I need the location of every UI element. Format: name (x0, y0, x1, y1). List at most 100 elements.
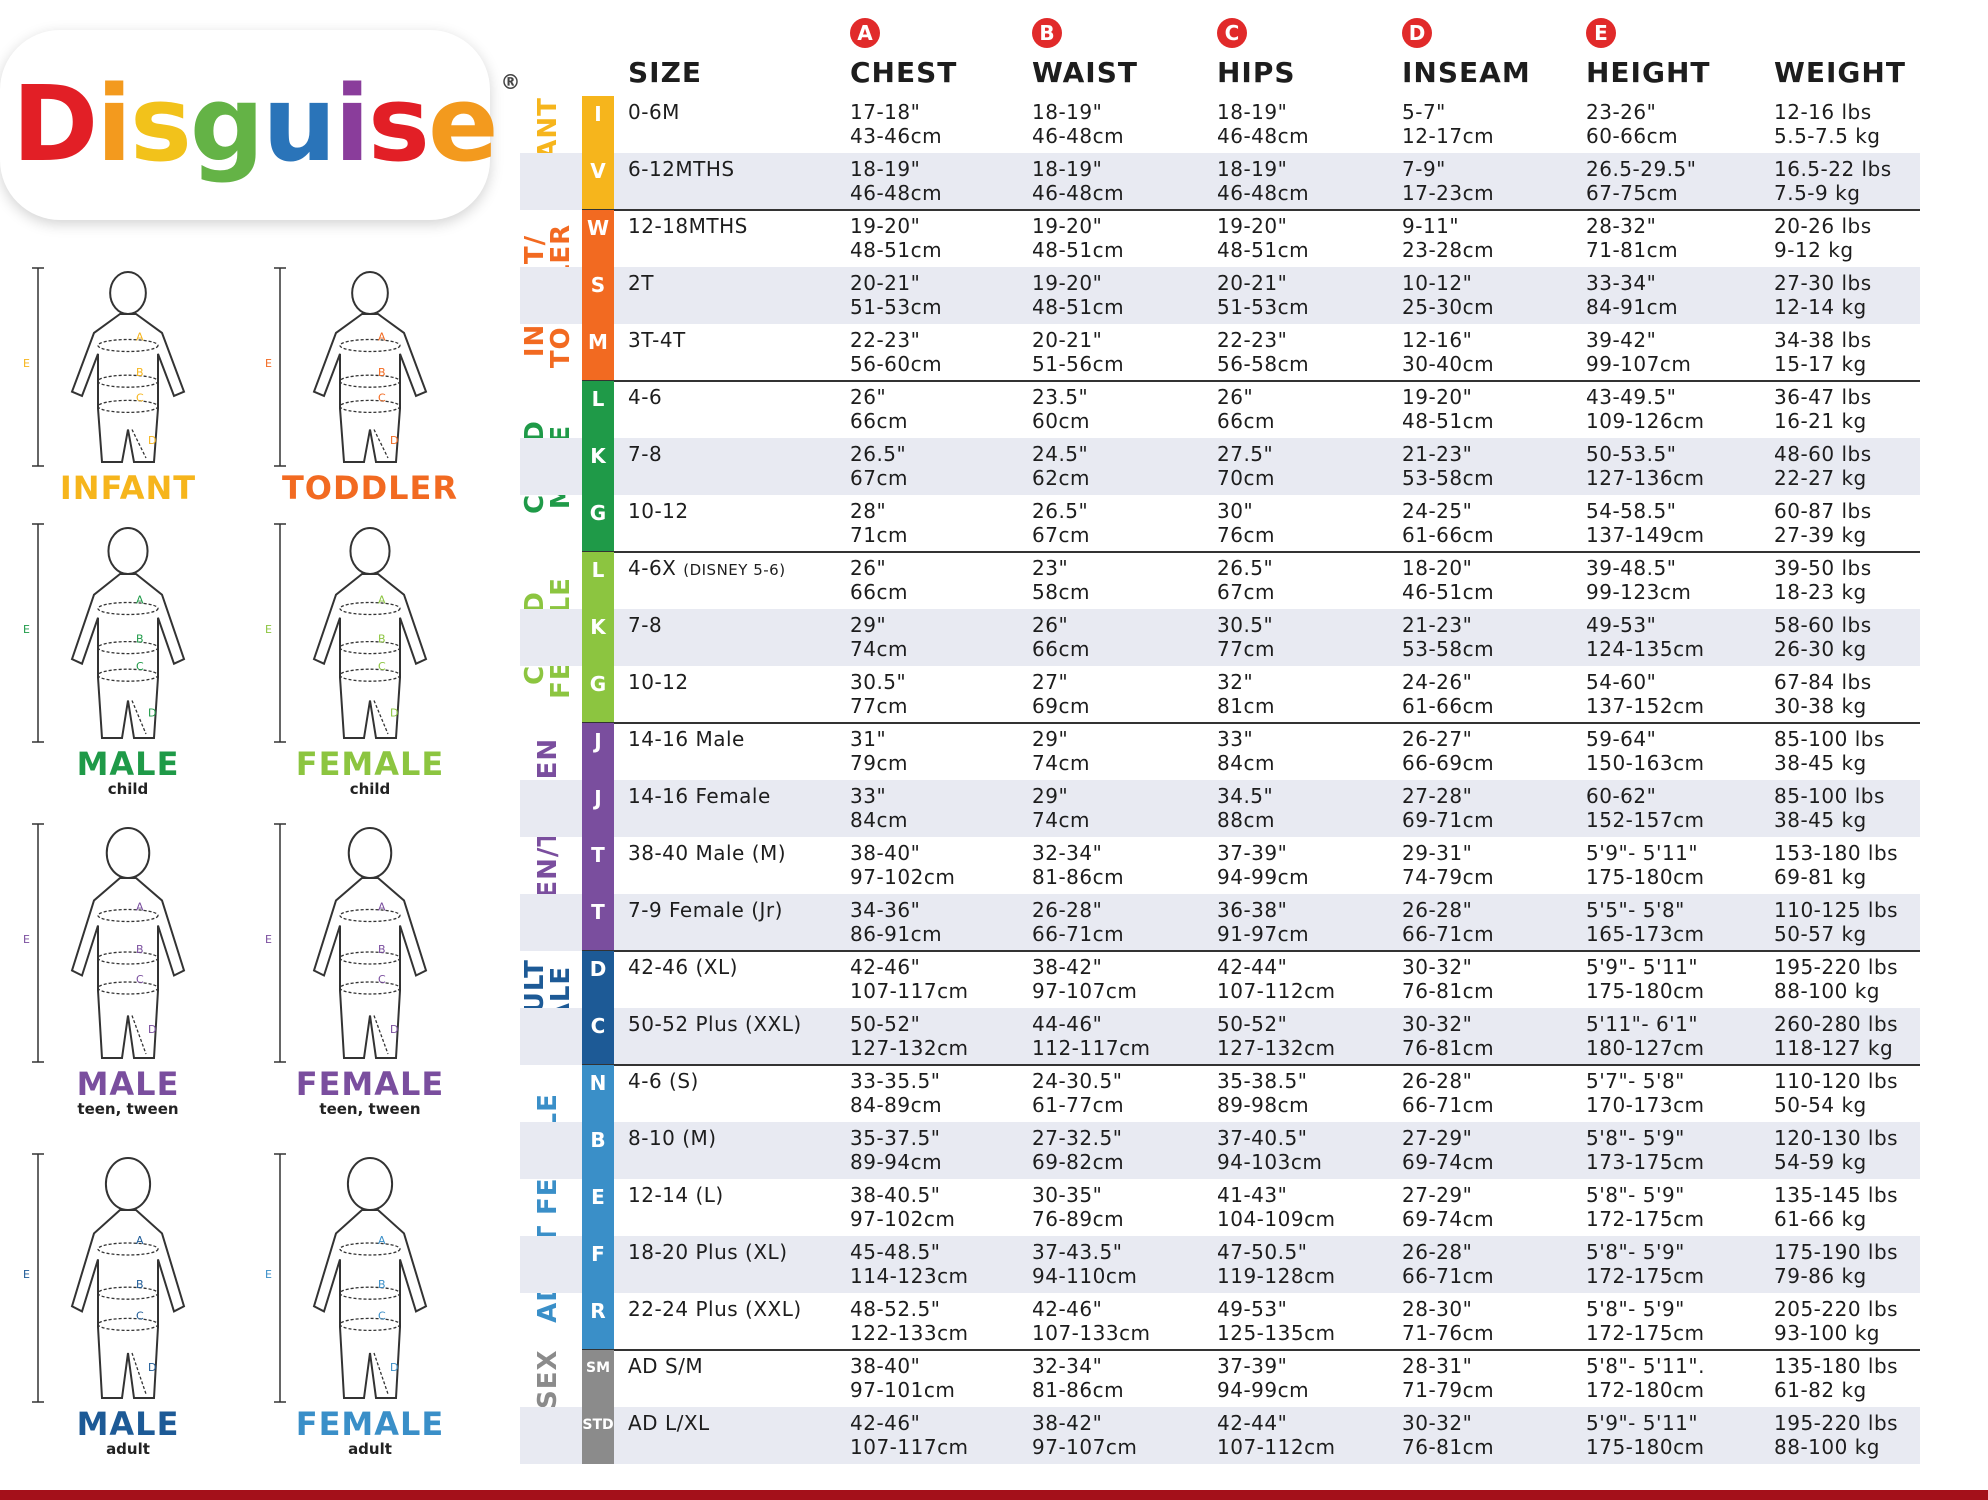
size-label: 12-18MTHS (628, 214, 748, 238)
inseam-cell: 27-28" 69-71cm (1402, 784, 1494, 832)
hips-cell: 35-38.5" 89-98cm (1217, 1069, 1309, 1117)
inseam-metric: 23-28cm (1402, 238, 1495, 262)
hips-metric: 125-135cm (1217, 1321, 1336, 1345)
chest-metric: 51-53cm (850, 295, 943, 319)
chest-imperial: 29" (850, 613, 887, 637)
hips-cell: 33" 84cm (1217, 727, 1275, 775)
size-cell: 10-12 (628, 670, 689, 694)
figure-mark-e: E (265, 357, 272, 370)
hips-cell: 47-50.5" 119-128cm (1217, 1240, 1336, 1288)
inseam-cell: 29-31" 74-79cm (1402, 841, 1494, 889)
hips-imperial: 47-50.5" (1217, 1240, 1308, 1264)
chest-imperial: 33" (850, 784, 887, 808)
size-code: M (582, 324, 614, 381)
figure-female-child: E A B C D FEMALE child (250, 518, 490, 797)
figure-subcaption: adult (106, 1440, 150, 1458)
waist-metric: 46-48cm (1032, 124, 1125, 148)
toddler-figure-icon: E A BC D (265, 267, 428, 467)
weight-imperial: 48-60 lbs (1774, 442, 1872, 466)
waist-metric: 112-117cm (1032, 1036, 1151, 1060)
weight-imperial: 110-120 lbs (1774, 1069, 1899, 1093)
height-metric: 60-66cm (1586, 124, 1679, 148)
weight-imperial: 27-30 lbs (1774, 271, 1872, 295)
hips-metric: 94-99cm (1217, 865, 1310, 889)
weight-cell: 205-220 lbs 93-100 kg (1774, 1297, 1898, 1345)
hips-imperial: 27.5" (1217, 442, 1274, 466)
table-row: J 14-16 Male 31" 79cm 29" 74cm 33" 84cm 26-27" 66… (520, 723, 1920, 780)
inseam-metric: 66-71cm (1402, 1093, 1495, 1117)
hips-metric: 94-99cm (1217, 1378, 1310, 1402)
inseam-cell: 19-20" 48-51cm (1402, 385, 1494, 433)
height-metric: 170-173cm (1586, 1093, 1705, 1117)
table-row: SM AD S/M 38-40" 97-101cm 32-34" 81-86cm 37-39… (520, 1350, 1920, 1407)
table-row: K 7-8 26.5" 67cm 24.5" 62cm 27.5" 70cm 21-23" 53-… (520, 438, 1920, 495)
size-code: K (582, 438, 614, 495)
chest-cell: 33" 84cm (850, 784, 908, 832)
hips-cell: 26.5" 67cm (1217, 556, 1275, 604)
size-label: 2T (628, 271, 654, 295)
figure-mark-a: A (378, 331, 386, 344)
table-row: STD AD L/XL 42-46" 107-117cm 38-42" 97-107cm 4… (520, 1407, 1920, 1464)
inseam-imperial: 10-12" (1402, 271, 1473, 295)
height-metric: 175-180cm (1586, 865, 1705, 889)
inseam-metric: 71-76cm (1402, 1321, 1495, 1345)
weight-cell: 195-220 lbs 88-100 kg (1774, 1411, 1898, 1459)
size-cell: AD S/M (628, 1354, 703, 1378)
height-imperial: 60-62" (1586, 784, 1657, 808)
hips-metric: 46-48cm (1217, 124, 1310, 148)
size-label: 7-8 (628, 613, 663, 637)
size-code: K (582, 609, 614, 666)
chest-imperial: 22-23" (850, 328, 921, 352)
chest-cell: 22-23" 56-60cm (850, 328, 942, 376)
hips-cell: 42-44" 107-112cm (1217, 955, 1336, 1003)
height-imperial: 39-48.5" (1586, 556, 1677, 580)
inseam-metric: 30-40cm (1402, 352, 1495, 376)
height-imperial: 5'7"- 5'8" (1586, 1069, 1685, 1093)
inseam-imperial: 24-26" (1402, 670, 1473, 694)
inseam-cell: 27-29" 69-74cm (1402, 1183, 1494, 1231)
hips-cell: 41-43" 104-109cm (1217, 1183, 1336, 1231)
chest-metric: 84cm (850, 808, 908, 832)
inseam-cell: 5-7" 12-17cm (1402, 100, 1494, 148)
weight-cell: 85-100 lbs 38-45 kg (1774, 784, 1885, 832)
chest-cell: 38-40.5" 97-102cm (850, 1183, 955, 1231)
size-code: I (582, 96, 614, 153)
inseam-metric: 76-81cm (1402, 979, 1495, 1003)
height-imperial: 5'8"- 5'11". (1586, 1354, 1705, 1378)
height-imperial: 33-34" (1586, 271, 1657, 295)
hips-imperial: 26.5" (1217, 556, 1274, 580)
inseam-imperial: 30-32" (1402, 955, 1473, 979)
figure-male-teen: E A B C D MALE teen, tween (8, 818, 248, 1117)
size-code: G (582, 666, 614, 723)
waist-imperial: 19-20" (1032, 214, 1103, 238)
weight-metric: 30-38 kg (1774, 694, 1867, 718)
chest-metric: 67cm (850, 466, 908, 490)
height-metric: 175-180cm (1586, 979, 1705, 1003)
group-divider (582, 722, 1920, 724)
weight-imperial: 85-100 lbs (1774, 784, 1885, 808)
figure-subcaption: teen, tween (319, 1100, 421, 1118)
figure-mark-c: C (378, 660, 386, 673)
weight-metric: 50-57 kg (1774, 922, 1867, 946)
inseam-metric: 66-71cm (1402, 922, 1495, 946)
size-label: 7-9 Female (Jr) (628, 898, 783, 922)
height-cell: 33-34" 84-91cm (1586, 271, 1678, 319)
figure-female-teen: E A B C D FEMALE teen, tween (250, 818, 490, 1117)
height-cell: 5'5"- 5'8" 165-173cm (1586, 898, 1705, 946)
weight-cell: 39-50 lbs 18-23 kg (1774, 556, 1872, 604)
hips-column-header: HIPS (1217, 56, 1296, 89)
inseam-imperial: 12-16" (1402, 328, 1473, 352)
figure-mark-c: C (136, 660, 144, 673)
table-row: M 3T-4T 22-23" 56-60cm 20-21" 51-56cm 22-23" 56… (520, 324, 1920, 381)
weight-imperial: 205-220 lbs (1774, 1297, 1899, 1321)
infant-figure-icon: E A BC D (23, 267, 186, 467)
figure-subcaption: child (349, 780, 391, 798)
weight-cell: 48-60 lbs 22-27 kg (1774, 442, 1872, 490)
figure-mark-d: D (390, 707, 398, 720)
chest-imperial: 38-40" (850, 1354, 921, 1378)
waist-metric: 66cm (1032, 637, 1090, 661)
weight-cell: 36-47 lbs 16-21 kg (1774, 385, 1872, 433)
group-divider (582, 1064, 1920, 1066)
chest-imperial: 20-21" (850, 271, 921, 295)
table-row: L 4-6 26" 66cm 23.5" 60cm 26" 66cm 19-20" 48-51cm… (520, 381, 1920, 438)
